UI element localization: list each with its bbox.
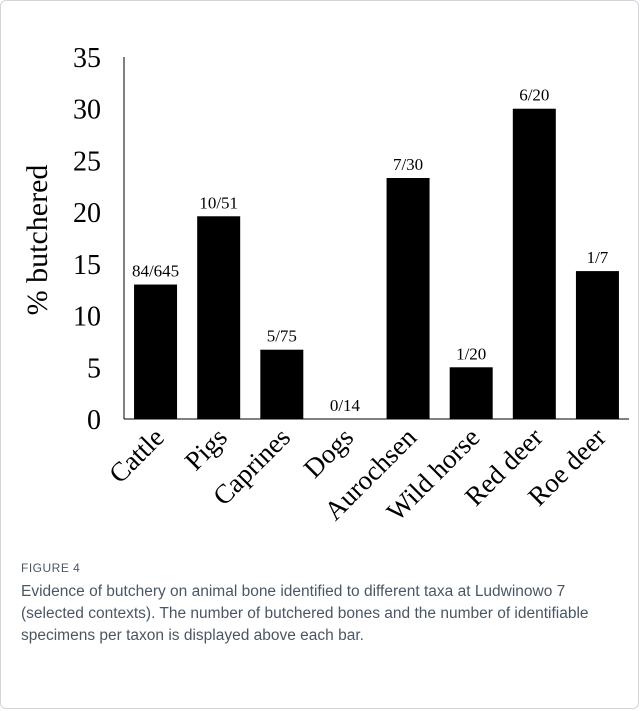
y-tick-label: 25	[73, 146, 101, 177]
x-tick-label: Cattle	[103, 422, 170, 489]
y-tick-label: 0	[87, 405, 101, 436]
bar-data-label: 0/14	[330, 396, 361, 415]
y-tick-label: 20	[73, 198, 101, 229]
y-tick-label: 5	[87, 353, 101, 384]
y-tick-label: 15	[73, 250, 101, 281]
bar	[449, 367, 493, 419]
bar-chart: 0 5 10 15 20 25 30 35 84/645 10/51 5/75 0/14 7/30 1/…	[21, 43, 629, 527]
bar-data-label: 5/75	[267, 327, 297, 346]
bars	[134, 108, 619, 419]
figure-label: FIGURE 4	[21, 561, 81, 575]
y-tick-label: 30	[73, 95, 101, 126]
bar-data-label: 1/20	[456, 344, 486, 363]
bar	[260, 349, 304, 419]
figure-caption: FIGURE 4 Evidence of butchery on animal …	[21, 561, 621, 647]
y-axis-title: % butchered	[21, 165, 54, 316]
bar-data-label: 1/7	[587, 248, 609, 267]
bar	[197, 216, 241, 419]
bar-data-label: 6/20	[519, 86, 549, 105]
y-axis: 0 5 10 15 20 25 30 35	[73, 43, 125, 436]
bar	[134, 284, 178, 419]
bar	[575, 271, 619, 419]
x-tick-label: Pigs	[179, 422, 233, 476]
bar-data-labels: 84/645 10/51 5/75 0/14 7/30 1/20 6/20 1/7	[132, 86, 609, 415]
y-ticks: 0 5 10 15 20 25 30 35	[73, 43, 101, 436]
figure-caption-text: Evidence of butchery on animal bone iden…	[21, 583, 589, 644]
bar-data-label: 10/51	[199, 193, 238, 212]
bar	[512, 108, 556, 419]
y-tick-label: 35	[73, 43, 101, 74]
y-tick-label: 10	[73, 302, 101, 333]
bar-data-label: 84/645	[132, 262, 179, 281]
bar-data-label: 7/30	[393, 155, 423, 174]
bar	[386, 178, 430, 419]
